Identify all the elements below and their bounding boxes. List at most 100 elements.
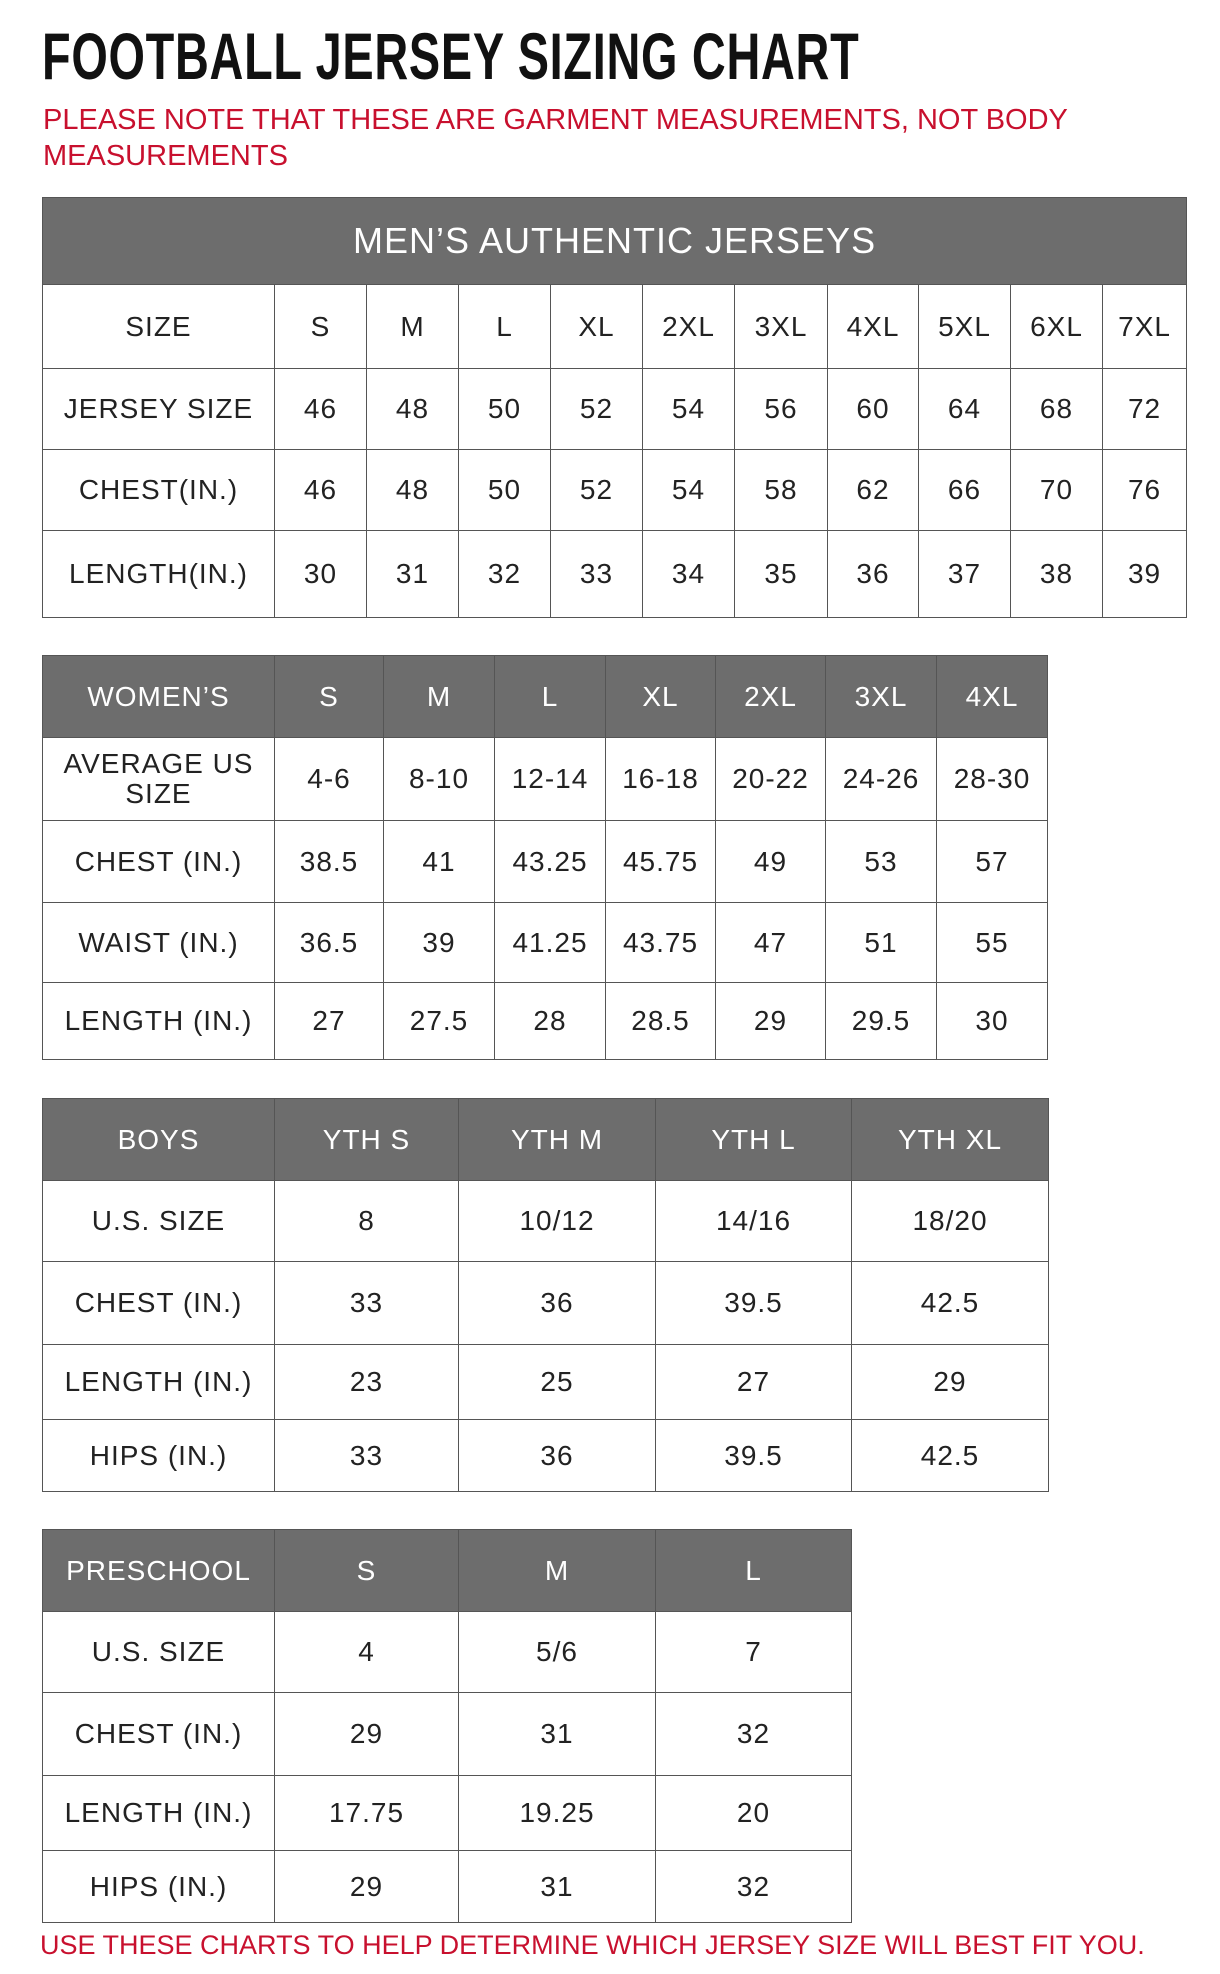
cell: 5/6	[458, 1611, 656, 1693]
cell: 32	[655, 1692, 852, 1776]
row-label: LENGTH (IN.)	[42, 982, 275, 1060]
row: LENGTH(IN.) 30 31 32 33 34 35 36 37 38 39	[42, 530, 1188, 618]
cell: 41	[383, 820, 495, 903]
cell: 39.5	[655, 1419, 852, 1492]
header-cell: 4XL	[936, 655, 1048, 738]
cell: 33	[550, 530, 643, 618]
cell: 41.25	[494, 902, 606, 983]
row: CHEST(IN.) 46 48 50 52 54 58 62 66 70 76	[42, 449, 1188, 531]
cell: 50	[458, 449, 551, 531]
cell: 30	[936, 982, 1048, 1060]
cell: 28	[494, 982, 606, 1060]
cell: 62	[827, 449, 919, 531]
cell: 32	[458, 530, 551, 618]
row-label: LENGTH (IN.)	[42, 1344, 275, 1420]
cell: 39	[383, 902, 495, 983]
cell: 20	[655, 1775, 852, 1851]
cell: 48	[366, 449, 459, 531]
cell: 28-30	[936, 737, 1048, 821]
cell: 57	[936, 820, 1048, 903]
cell: S	[274, 284, 367, 369]
cell: 70	[1010, 449, 1103, 531]
cell: 56	[734, 368, 828, 450]
header-cell: L	[494, 655, 606, 738]
cell: 7	[655, 1611, 852, 1693]
row: CHEST (IN.) 38.5 41 43.25 45.75 49 53 57	[42, 820, 1048, 903]
header-cell: S	[274, 655, 384, 738]
row: LENGTH (IN.) 23 25 27 29	[42, 1344, 1049, 1420]
cell: 64	[918, 368, 1011, 450]
cell: 51	[825, 902, 937, 983]
cell: 4-6	[274, 737, 384, 821]
cell: 3XL	[734, 284, 828, 369]
header-cell: S	[274, 1529, 459, 1612]
header-cell: 3XL	[825, 655, 937, 738]
cell: 55	[936, 902, 1048, 983]
cell: 18/20	[851, 1180, 1049, 1262]
row: U.S. SIZE 8 10/12 14/16 18/20	[42, 1180, 1049, 1262]
header-cell: YTH S	[274, 1098, 459, 1181]
cell: 29	[851, 1344, 1049, 1420]
header-cell: YTH M	[458, 1098, 656, 1181]
cell: 5XL	[918, 284, 1011, 369]
cell: 4XL	[827, 284, 919, 369]
cell: 66	[918, 449, 1011, 531]
cell: M	[366, 284, 459, 369]
cell: 46	[274, 368, 367, 450]
cell: 30	[274, 530, 367, 618]
cell: 32	[655, 1850, 852, 1923]
header-cell: WOMEN’S	[42, 655, 275, 738]
header-row: WOMEN’S S M L XL 2XL 3XL 4XL	[42, 655, 1048, 738]
cell: 8	[274, 1180, 459, 1262]
row-label: HIPS (IN.)	[42, 1419, 275, 1492]
header-row: BOYS YTH S YTH M YTH L YTH XL	[42, 1098, 1049, 1181]
header-cell: BOYS	[42, 1098, 275, 1181]
cell: 6XL	[1010, 284, 1103, 369]
row-label: LENGTH(IN.)	[42, 530, 275, 618]
cell: 46	[274, 449, 367, 531]
row-label: LENGTH (IN.)	[42, 1775, 275, 1851]
preschool-table: PRESCHOOL S M L U.S. SIZE 4 5/6 7 CHEST (IN.) 29 3…	[42, 1529, 852, 1923]
header-row: PRESCHOOL S M L	[42, 1529, 852, 1612]
header-cell: M	[458, 1529, 656, 1612]
cell: 23	[274, 1344, 459, 1420]
row: AVERAGE US SIZE 4-6 8-10 12-14 16-18 20-22 24-…	[42, 737, 1048, 821]
cell: 39.5	[655, 1261, 852, 1345]
row: HIPS (IN.) 33 36 39.5 42.5	[42, 1419, 1049, 1492]
cell: 16-18	[605, 737, 716, 821]
cell: 53	[825, 820, 937, 903]
row: U.S. SIZE 4 5/6 7	[42, 1611, 852, 1693]
cell: 29	[715, 982, 826, 1060]
cell: 17.75	[274, 1775, 459, 1851]
row-label: AVERAGE US SIZE	[42, 737, 275, 821]
cell: 76	[1101, 449, 1188, 531]
row: LENGTH (IN.) 27 27.5 28 28.5 29 29.5 30	[42, 982, 1048, 1060]
row: CHEST (IN.) 33 36 39.5 42.5	[42, 1261, 1049, 1345]
cell: 37	[918, 530, 1011, 618]
header-cell: L	[655, 1529, 852, 1612]
cell: 49	[715, 820, 826, 903]
cell: 28.5	[605, 982, 716, 1060]
header-cell: YTH L	[655, 1098, 852, 1181]
cell: 36	[458, 1261, 656, 1345]
womens-table: WOMEN’S S M L XL 2XL 3XL 4XL AVERAGE US SIZE 4-6 8…	[42, 655, 1048, 1060]
row-label: CHEST (IN.)	[42, 1261, 275, 1345]
row-label: CHEST(IN.)	[42, 449, 275, 531]
header-cell: M	[383, 655, 495, 738]
cell: 4	[274, 1611, 459, 1693]
row-label: CHEST (IN.)	[42, 820, 275, 903]
cell: 38.5	[274, 820, 384, 903]
cell: 12-14	[494, 737, 606, 821]
cell: 33	[274, 1419, 459, 1492]
row-label: U.S. SIZE	[42, 1180, 275, 1262]
cell: 34	[642, 530, 735, 618]
cell: 8-10	[383, 737, 495, 821]
row: SIZE S M L XL 2XL 3XL 4XL 5XL 6XL 7XL	[42, 284, 1188, 369]
cell: 29.5	[825, 982, 937, 1060]
table-title: MEN’S AUTHENTIC JERSEYS	[41, 197, 1188, 285]
cell: 27	[274, 982, 384, 1060]
row: LENGTH (IN.) 17.75 19.25 20	[42, 1775, 852, 1851]
footer: USE THESE CHARTS TO HELP DETERMINE WHICH…	[40, 1930, 1145, 1960]
cell: L	[458, 284, 551, 369]
